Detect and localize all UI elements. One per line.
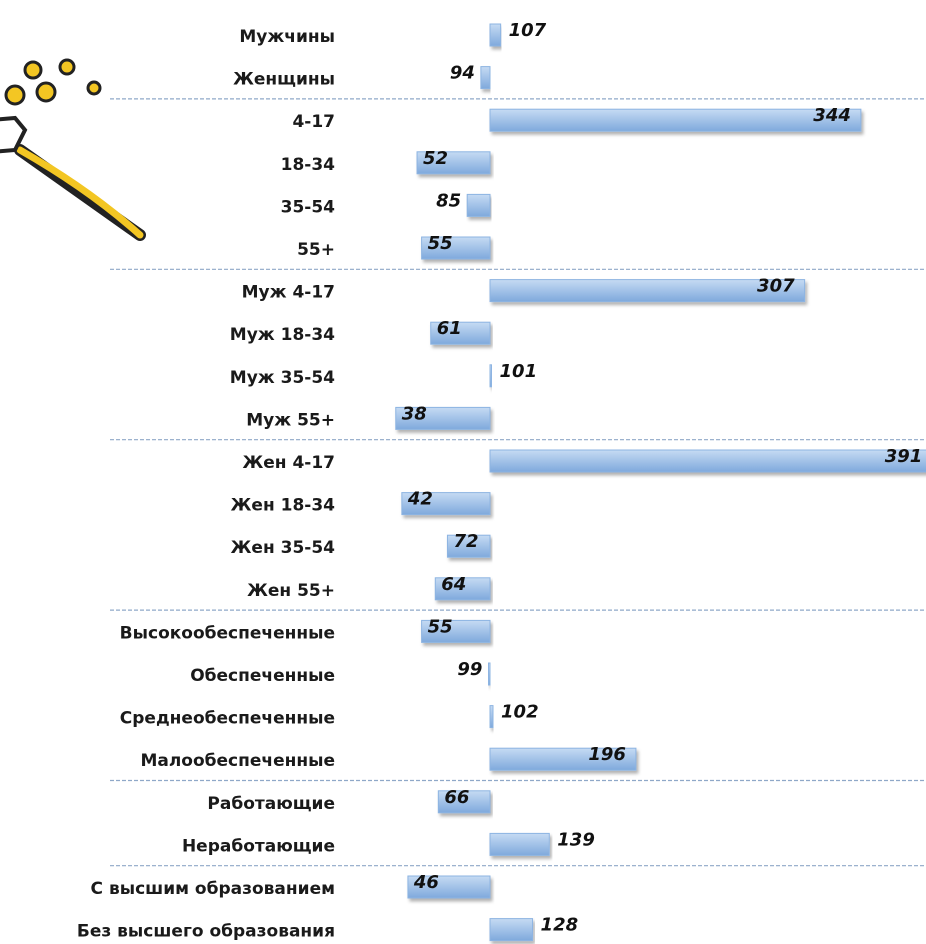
bar	[481, 67, 490, 89]
value-label: 107	[509, 20, 547, 41]
value-label: 46	[413, 872, 439, 893]
category-label: С высшим образованием	[91, 879, 335, 899]
category-label: 35-54	[281, 197, 336, 217]
bar	[490, 706, 493, 728]
category-label: Без высшего образования	[77, 922, 335, 942]
bar	[490, 109, 861, 131]
value-label: 66	[444, 787, 469, 808]
category-label: Муж 18-34	[230, 325, 335, 345]
bar	[488, 663, 490, 685]
value-label: 307	[757, 276, 795, 297]
value-label: 101	[500, 361, 538, 382]
category-label: Мужчины	[239, 27, 335, 47]
value-label: 42	[407, 489, 433, 510]
bar	[490, 919, 533, 941]
bar	[490, 365, 492, 387]
value-label: 52	[423, 148, 448, 169]
category-label: 4-17	[292, 112, 335, 132]
bar	[467, 194, 490, 216]
category-label: Жен 55+	[247, 581, 335, 601]
category-label: Жен 35-54	[231, 538, 336, 558]
value-label: 344	[813, 105, 851, 126]
magic-wand-icon	[0, 60, 140, 235]
category-label: Жен 18-34	[231, 496, 336, 516]
bar	[490, 450, 926, 472]
value-label: 94	[450, 63, 475, 84]
bar	[490, 833, 549, 855]
value-label: 85	[436, 190, 461, 211]
category-label: Жен 4-17	[242, 453, 335, 473]
category-label: Муж 55+	[246, 410, 335, 430]
category-label: Работающие	[207, 794, 335, 814]
category-label: Женщины	[233, 70, 335, 90]
value-label: 55	[428, 233, 453, 254]
category-label: 55+	[297, 240, 335, 260]
chart: Мужчины 107 Женщины 94 4-17 344 18-34 52 35-54 85…	[0, 0, 926, 944]
category-label: Неработающие	[182, 836, 335, 856]
bar	[490, 24, 501, 46]
value-label: 196	[588, 744, 626, 765]
value-label: 72	[453, 531, 478, 552]
value-label: 99	[457, 659, 482, 680]
value-label: 391	[885, 446, 923, 467]
category-label: Среднеобеспеченные	[120, 709, 335, 729]
category-label: Обеспеченные	[190, 666, 335, 686]
category-label: Высокообеспеченные	[120, 623, 335, 643]
value-label: 128	[541, 915, 579, 936]
value-label: 61	[437, 318, 462, 339]
value-label: 55	[428, 616, 453, 637]
category-label: Муж 4-17	[242, 283, 335, 303]
value-label: 102	[501, 702, 539, 723]
value-label: 139	[557, 829, 595, 850]
category-label: Муж 35-54	[230, 368, 335, 388]
category-label: Малообеспеченные	[140, 751, 335, 771]
value-label: 64	[441, 574, 466, 595]
category-label: 18-34	[281, 155, 336, 175]
value-label: 38	[402, 403, 427, 424]
